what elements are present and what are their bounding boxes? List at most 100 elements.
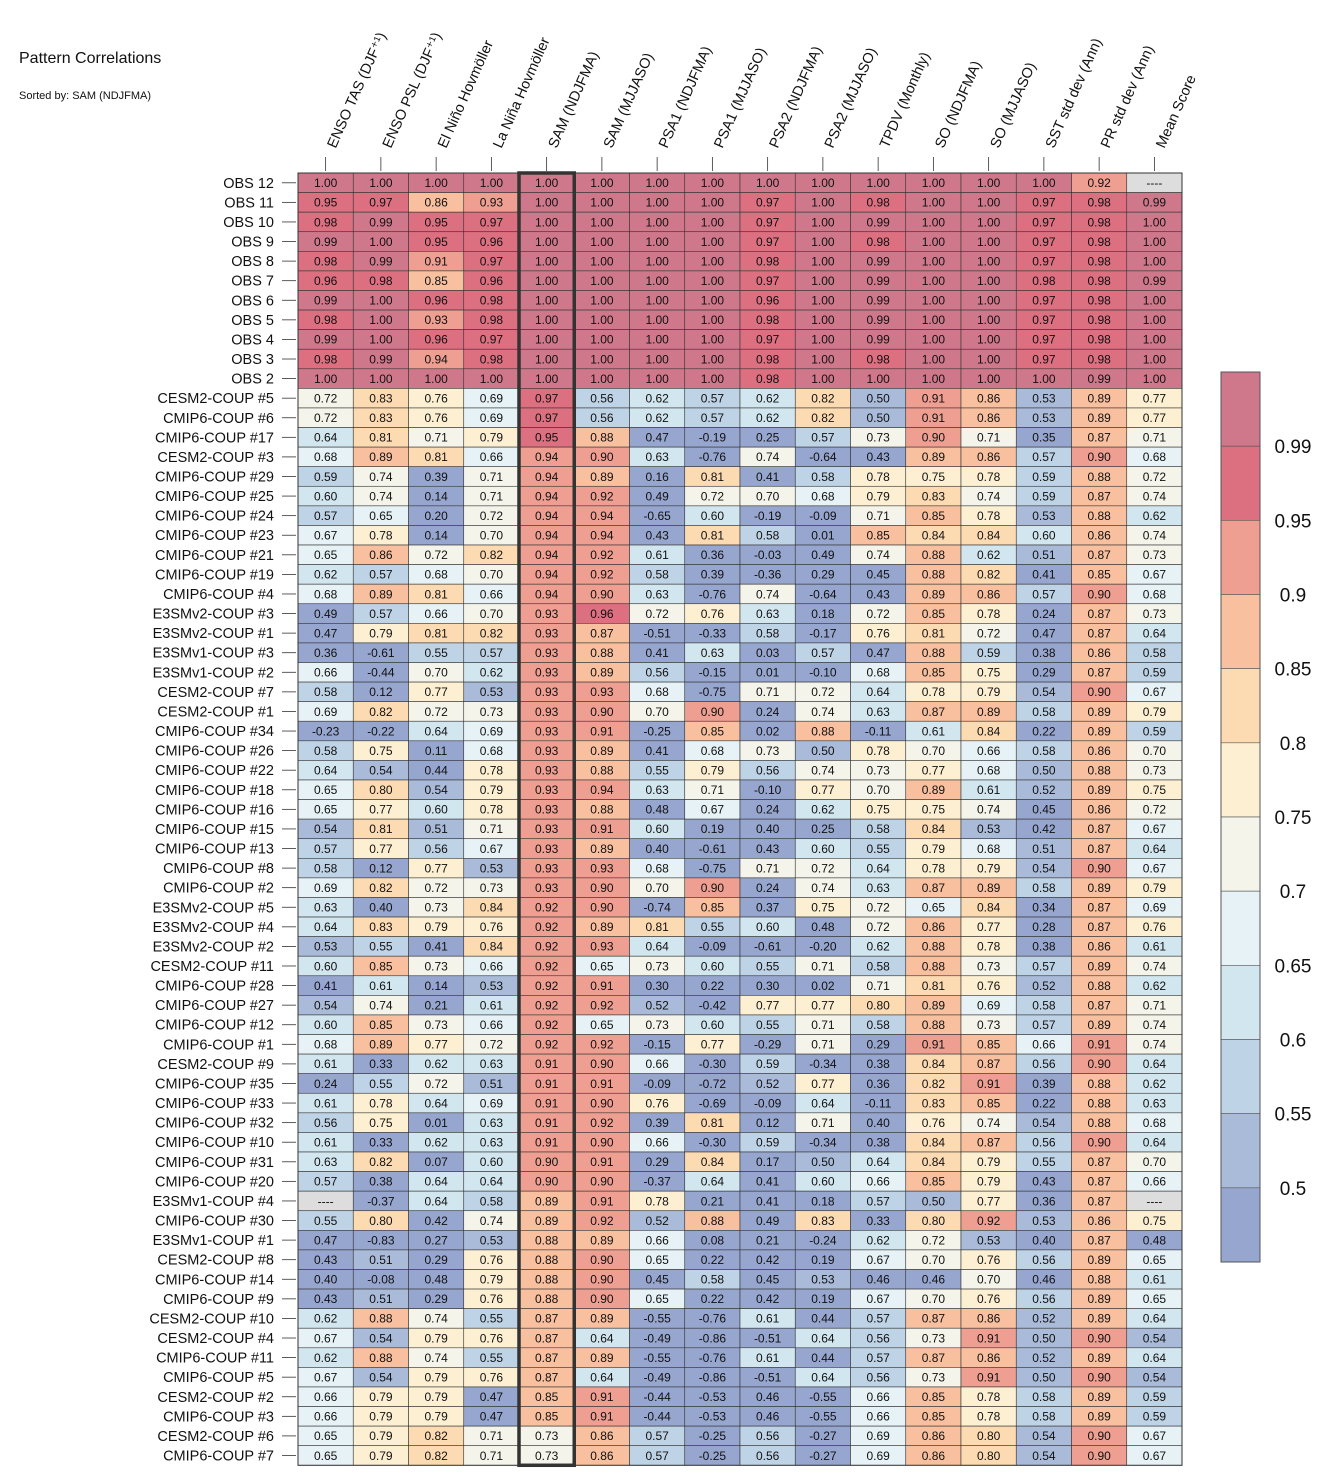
cell-value-label: 0.65 (590, 1018, 614, 1032)
cell-value-label: 0.62 (1143, 509, 1167, 523)
cell-value-label: 0.90 (590, 881, 614, 895)
cell-value-label: 1.00 (977, 196, 1001, 210)
cell-value-label: 0.53 (1032, 509, 1056, 523)
cell-value-label: 0.82 (369, 705, 393, 719)
cell-value-label: 0.70 (1143, 1155, 1167, 1169)
cell-value-label: 1.00 (645, 313, 669, 327)
cell-value-label: 0.99 (866, 254, 890, 268)
cell-value-label: 0.93 (535, 881, 559, 895)
cell-value-label: 0.97 (1032, 215, 1056, 229)
cell-value-label: 0.92 (535, 901, 559, 915)
cell-value-label: 0.78 (480, 803, 504, 817)
cell-value-label: 0.88 (922, 548, 946, 562)
cell-value-label: 1.00 (535, 235, 559, 249)
cell-value-label: 0.93 (535, 744, 559, 758)
cell-value-label: 0.59 (1143, 1410, 1167, 1424)
cell-value-label: 0.83 (369, 920, 393, 934)
cell-value-label: 0.90 (590, 450, 614, 464)
cell-value-label: 1.00 (922, 313, 946, 327)
cell-value-label: 0.73 (922, 1331, 946, 1345)
cell-value-label: 0.71 (866, 509, 890, 523)
cell-value-label: 0.47 (645, 431, 669, 445)
cell-value-label: 0.68 (1143, 1116, 1167, 1130)
cell-value-label: -0.53 (699, 1390, 727, 1404)
cell-value-label: 0.94 (535, 509, 559, 523)
cell-value-label: 1.00 (645, 274, 669, 288)
row-label: CMIP6-COUP #33 (155, 1096, 274, 1112)
cell-value-label: 1.00 (590, 352, 614, 366)
colorbar-tick-label: 0.75 (1275, 808, 1312, 829)
cell-value-label: 0.71 (1143, 431, 1167, 445)
cell-value-label: 1.00 (314, 176, 338, 190)
cell-value-label: 0.76 (480, 1253, 504, 1267)
cell-value-label: 0.68 (1143, 587, 1167, 601)
cell-value-label: 0.66 (645, 1057, 669, 1071)
cell-value-label: 0.75 (369, 744, 393, 758)
cell-value-label: 0.77 (756, 998, 780, 1012)
cell-value-label: 0.61 (1143, 940, 1167, 954)
cell-value-label: 1.00 (701, 372, 725, 386)
cell-value-label: 0.65 (314, 1449, 338, 1463)
cell-value-label: 0.61 (922, 724, 946, 738)
colorbar-segment (1220, 890, 1261, 966)
cell-value-label: 0.61 (314, 1096, 338, 1110)
cell-value-label: -0.86 (699, 1331, 727, 1345)
cell-value-label: 0.39 (645, 1116, 669, 1130)
cell-value-label: 1.00 (811, 196, 835, 210)
cell-value-label: 1.00 (645, 215, 669, 229)
cell-value-label: 0.98 (1087, 313, 1111, 327)
cell-value-label: 0.93 (535, 685, 559, 699)
cell-value-label: 0.43 (645, 529, 669, 543)
cell-value-label: -0.10 (809, 666, 837, 680)
cell-value-label: 0.72 (977, 626, 1001, 640)
cell-value-label: 0.89 (590, 666, 614, 680)
row-label: OBS 8 (231, 254, 274, 270)
cell-value-label: 0.75 (977, 666, 1001, 680)
cell-value-label: 0.94 (535, 529, 559, 543)
cell-value-label: 1.00 (811, 274, 835, 288)
cell-value-label: 0.90 (1087, 450, 1111, 464)
cell-value-label: 0.82 (369, 881, 393, 895)
cell-value-label: 1.00 (535, 196, 559, 210)
cell-value-label: -0.65 (643, 509, 671, 523)
cell-value-label: 0.57 (314, 842, 338, 856)
cell-value-label: 0.96 (756, 294, 780, 308)
cell-value-label: 0.12 (369, 685, 393, 699)
cell-value-label: 0.87 (535, 1312, 559, 1326)
cell-value-label: 0.99 (1143, 274, 1167, 288)
cell-value-label: -0.61 (699, 842, 727, 856)
cell-value-label: -0.44 (367, 666, 395, 680)
cell-value-label: -0.03 (754, 548, 782, 562)
cell-value-label: 0.64 (424, 724, 448, 738)
cell-value-label: 0.75 (922, 470, 946, 484)
cell-value-label: 0.99 (866, 333, 890, 347)
cell-value-label: 0.88 (535, 1233, 559, 1247)
row-label: CMIP6-COUP #11 (156, 1351, 274, 1367)
cell-value-label: 1.00 (922, 176, 946, 190)
cell-value-label: 0.92 (977, 1214, 1001, 1228)
cell-value-label: 0.86 (922, 1429, 946, 1443)
cell-value-label: 0.99 (866, 294, 890, 308)
cell-value-label: 0.85 (922, 509, 946, 523)
cell-value-label: 0.58 (811, 470, 835, 484)
cell-value-label: 0.86 (922, 920, 946, 934)
cell-value-label: 0.73 (480, 881, 504, 895)
cell-value-label: 0.81 (369, 431, 393, 445)
cell-value-label: 0.64 (1143, 1351, 1167, 1365)
column-label: PR std dev (Ann) (1098, 43, 1158, 150)
cell-value-label: 0.94 (535, 489, 559, 503)
cell-value-label: 0.76 (480, 1331, 504, 1345)
cell-value-label: 0.82 (480, 548, 504, 562)
cell-value-label: 0.29 (811, 568, 835, 582)
cell-value-label: 0.57 (480, 646, 504, 660)
cell-value-label: -0.09 (643, 1077, 671, 1091)
cell-value-label: 0.54 (369, 1370, 393, 1384)
cell-value-label: 0.66 (866, 1390, 890, 1404)
row-label: CMIP6-COUP #4 (163, 587, 274, 603)
row-label: CMIP6-COUP #30 (155, 1214, 274, 1230)
cell-value-label: 0.79 (480, 783, 504, 797)
cell-value-label: 1.00 (922, 196, 946, 210)
cell-value-label: -0.17 (809, 626, 837, 640)
cell-value-label: -0.30 (699, 1136, 727, 1150)
